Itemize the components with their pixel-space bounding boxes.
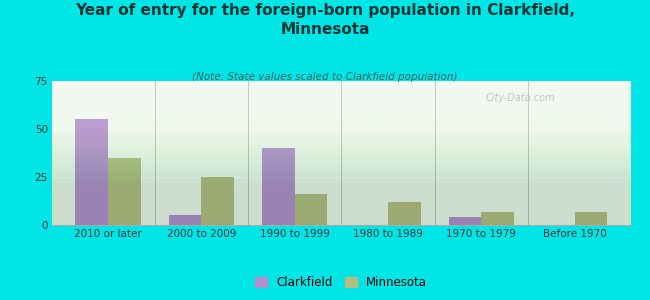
Bar: [168, 215, 202, 225]
Text: City-Data.com: City-Data.com: [486, 92, 556, 103]
Bar: [448, 217, 481, 225]
Bar: [75, 119, 108, 225]
Text: Year of entry for the foreign-born population in Clarkfield,
Minnesota: Year of entry for the foreign-born popul…: [75, 3, 575, 37]
Bar: [575, 212, 607, 225]
Bar: [262, 148, 294, 225]
Bar: [294, 194, 327, 225]
Bar: [481, 212, 514, 225]
Text: (Note: State values scaled to Clarkfield population): (Note: State values scaled to Clarkfield…: [192, 72, 458, 82]
Bar: [108, 158, 140, 225]
Legend: Clarkfield, Minnesota: Clarkfield, Minnesota: [251, 272, 432, 294]
Bar: [388, 202, 421, 225]
Bar: [202, 177, 234, 225]
